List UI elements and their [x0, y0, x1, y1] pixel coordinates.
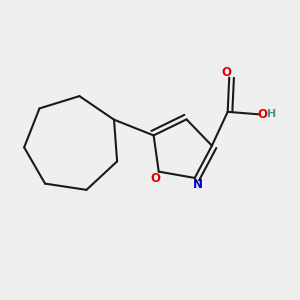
- Text: O: O: [150, 172, 160, 185]
- Text: N: N: [193, 178, 203, 191]
- Text: O: O: [258, 108, 268, 121]
- Text: O: O: [222, 65, 232, 79]
- Text: H: H: [267, 109, 276, 119]
